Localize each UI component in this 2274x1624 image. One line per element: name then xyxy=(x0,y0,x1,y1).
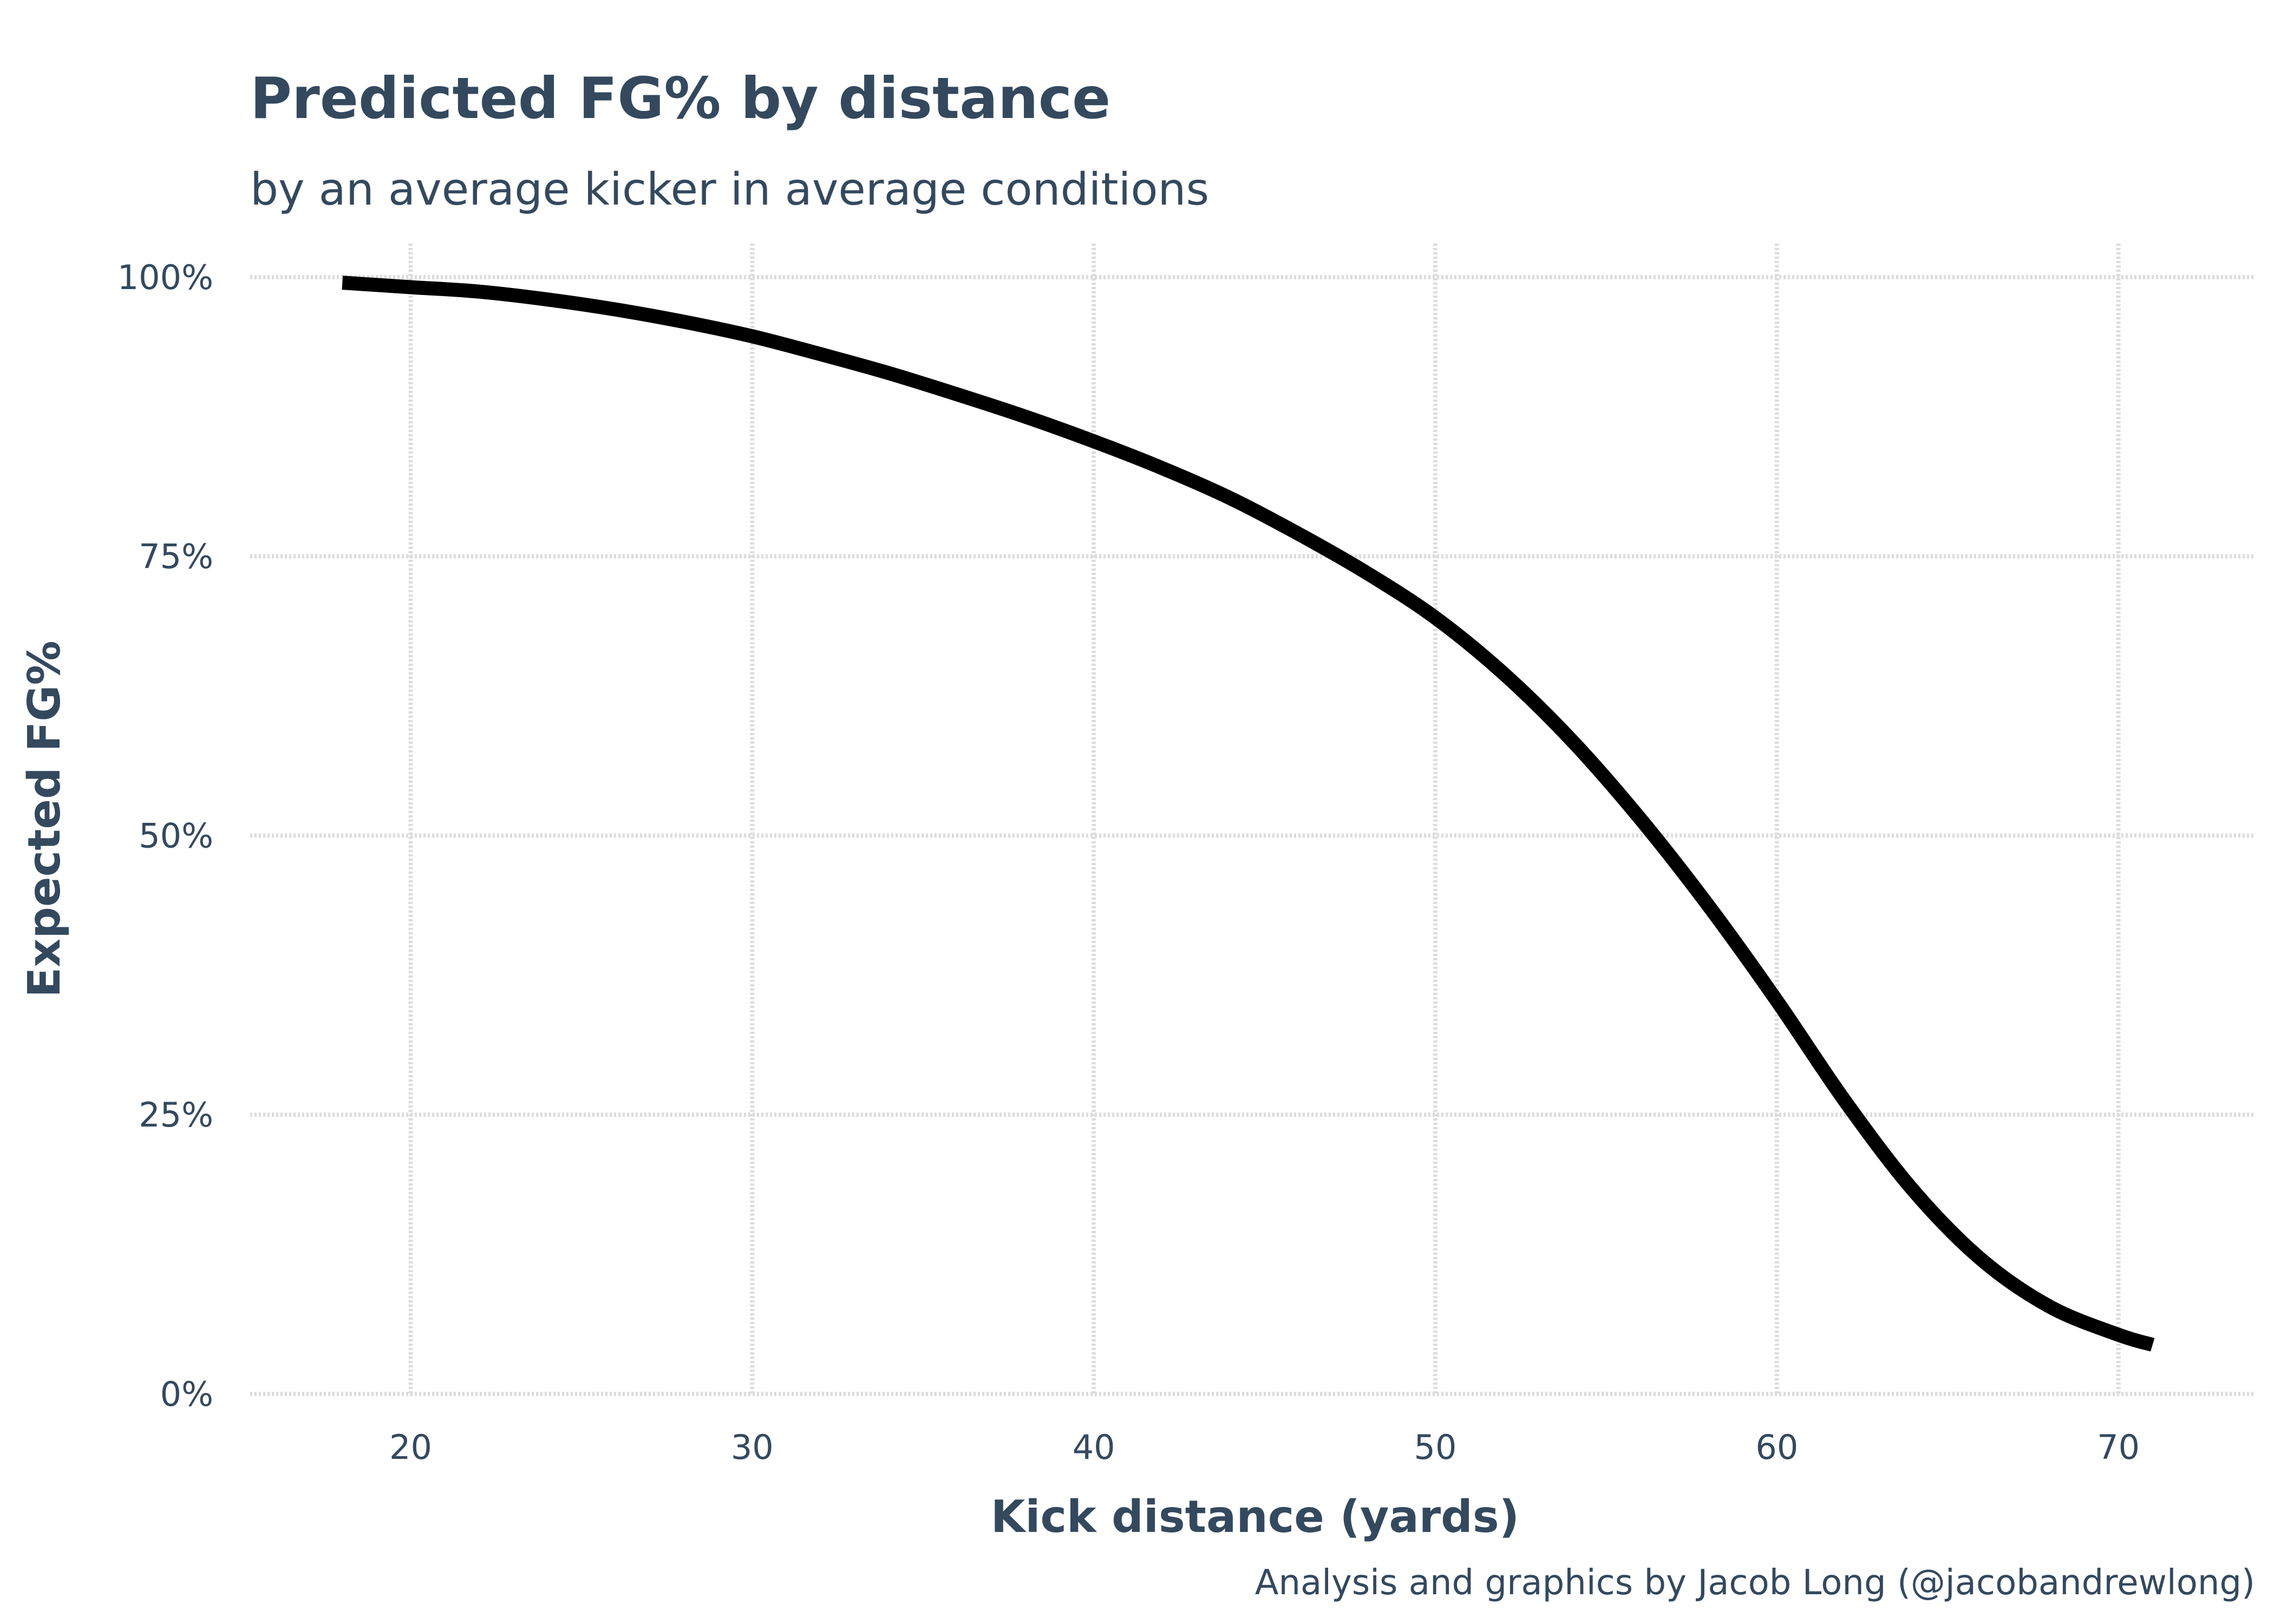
x-tick-label: 20 xyxy=(389,1427,432,1467)
x-tick-label: 70 xyxy=(2097,1427,2140,1467)
chart-caption: Analysis and graphics by Jacob Long (@ja… xyxy=(1255,1563,2255,1603)
y-tick-label: 75% xyxy=(139,537,213,577)
y-axis-ticks: 0% 25% 50% 75% 100% xyxy=(117,258,213,1414)
fg-curve-line xyxy=(342,276,2155,1352)
chart-subtitle: by an average kicker in average conditio… xyxy=(250,164,1209,215)
x-tick-label: 40 xyxy=(1073,1427,1115,1467)
y-tick-label: 100% xyxy=(117,258,213,297)
y-tick-label: 0% xyxy=(160,1374,213,1414)
chart-title: Predicted FG% by distance xyxy=(250,66,1110,132)
x-axis-title: Kick distance (yards) xyxy=(991,1491,1519,1543)
x-axis-ticks: 20 30 40 50 60 70 xyxy=(389,1427,2140,1467)
y-tick-label: 25% xyxy=(139,1095,213,1135)
y-axis-title: Expected FG% xyxy=(19,640,70,997)
y-tick-label: 50% xyxy=(139,816,213,855)
x-tick-label: 60 xyxy=(1755,1427,1798,1467)
x-tick-label: 50 xyxy=(1414,1427,1457,1467)
plot-lines xyxy=(342,276,2155,1352)
x-tick-label: 30 xyxy=(731,1427,774,1467)
grid xyxy=(250,244,2255,1396)
